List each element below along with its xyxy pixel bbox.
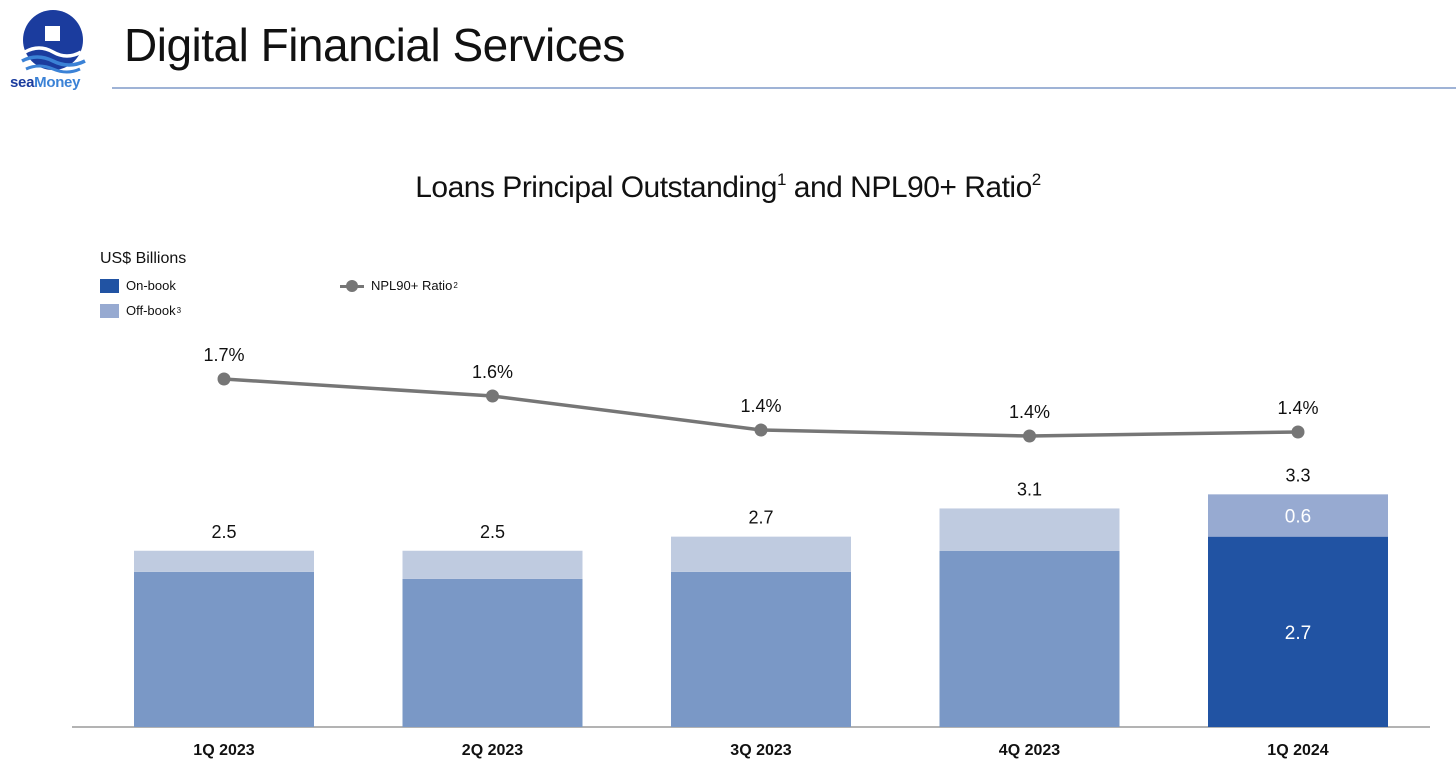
logo-wordmark: seaMoney (10, 74, 80, 91)
legend-on-book-label: On-book (126, 278, 176, 293)
npl-point (217, 372, 231, 386)
bar-on-book-1q-2024 (1208, 536, 1388, 727)
bar-total-label: 2.5 (211, 522, 236, 542)
units-label: US$ Billions (100, 250, 187, 267)
logo-text-money: Money (34, 74, 81, 91)
x-tick-label: 1Q 2024 (1267, 742, 1328, 759)
bar-total-label: 2.7 (748, 508, 773, 528)
bar-on-book-1q-2023 (134, 571, 314, 727)
bar-on-book-2q-2023 (402, 578, 583, 727)
x-tick-label: 4Q 2023 (999, 742, 1060, 759)
chart-title-footnote-2: 2 (1031, 170, 1041, 189)
npl-data-label: 1.4% (1009, 402, 1050, 422)
bar-off-book-3q-2023 (671, 536, 851, 572)
title-divider (112, 87, 1456, 89)
legend-npl: NPL90+ Ratio 2 (340, 278, 458, 293)
logo-text-sea: sea (10, 74, 35, 91)
chart-title: Loans Principal Outstanding1 and NPL90+ … (0, 170, 1456, 205)
page-title: Digital Financial Services (124, 19, 625, 71)
seamoney-logo-mark (21, 10, 86, 74)
npl-data-label: 1.7% (203, 345, 244, 365)
npl-data-label: 1.6% (472, 362, 513, 382)
segment-label-on-book: 2.7 (1285, 623, 1311, 644)
chart-title-mid: and NPL90+ Ratio (785, 171, 1033, 204)
legend-on-book-swatch (100, 278, 119, 293)
legend-on-book: On-book (100, 278, 176, 293)
chart-title-footnote-1: 1 (776, 170, 786, 189)
seamoney-logo (8, 8, 98, 96)
chart-title-main: Loans Principal Outstanding (415, 171, 777, 204)
bar-off-book-1q-2023 (134, 550, 314, 572)
npl-point (754, 423, 768, 437)
x-tick-label: 3Q 2023 (730, 742, 791, 759)
legend-off-book: Off-book 3 (100, 303, 181, 318)
bar-on-book-4q-2023 (939, 550, 1120, 727)
legend-off-book-footnote: 3 (176, 306, 182, 315)
bar-off-book-1q-2024 (1208, 494, 1388, 537)
npl-point (486, 389, 499, 403)
bar-off-book-4q-2023 (939, 508, 1120, 551)
x-tick-label: 2Q 2023 (462, 742, 523, 759)
npl-point (1291, 425, 1305, 439)
legend-off-book-label: Off-book (126, 303, 176, 318)
bar-total-label: 2.5 (480, 522, 505, 542)
legend-npl-line-icon (340, 279, 364, 292)
bar-total-label: 3.1 (1017, 479, 1042, 499)
legend-npl-footnote: 2 (453, 281, 458, 290)
legend-off-book-swatch (100, 303, 119, 318)
legend-npl-label: NPL90+ Ratio (371, 278, 453, 293)
npl-data-label: 1.4% (1277, 398, 1318, 418)
bar-total-label: 3.3 (1285, 465, 1310, 485)
bar-on-book-3q-2023 (671, 571, 851, 727)
bar-off-book-2q-2023 (402, 550, 583, 579)
segment-label-off-book: 0.6 (1285, 507, 1311, 528)
npl-data-label: 1.4% (740, 396, 781, 416)
x-tick-label: 1Q 2023 (193, 742, 254, 759)
npl-point (1023, 429, 1036, 443)
